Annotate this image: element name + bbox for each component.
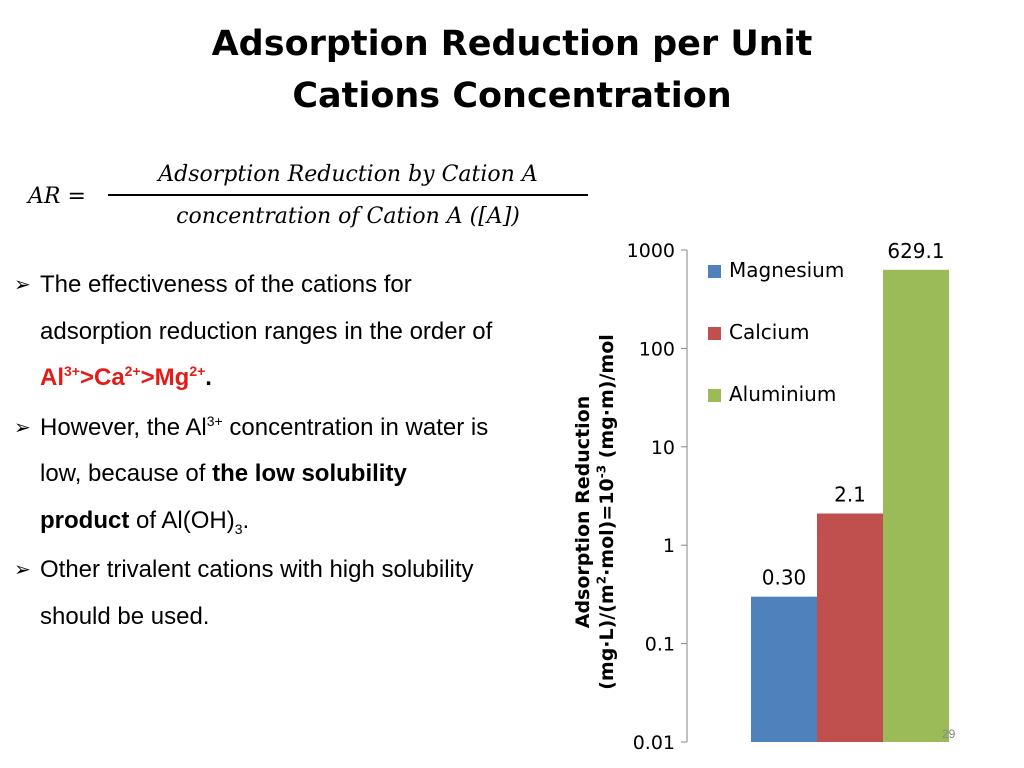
page-number: 29 [942, 727, 956, 741]
al-charge: 3+ [206, 412, 223, 429]
al-charge: 3+ [64, 363, 80, 379]
arrow-bullet-icon: ➢ [14, 416, 31, 439]
y-tick-label: 10 [651, 437, 675, 459]
period: . [205, 364, 212, 391]
bullet-text: concentration in water is low, because o… [40, 413, 489, 488]
y-tick-label: 1 [663, 535, 675, 557]
bullet-text: The effectiveness of the cations for ads… [40, 271, 493, 345]
y-tick-label: 0.1 [645, 634, 675, 656]
formula-fraction: Adsorption Reduction by Cation A concent… [108, 158, 588, 234]
bold-phrase: the low solubility product [40, 460, 407, 534]
legend-label: Aluminium [729, 382, 837, 406]
legend-label: Calcium [729, 320, 810, 344]
bullet-trivalent: ➢ Other trivalent cations with high solu… [14, 547, 494, 640]
bullet-text: of Al(OH) [129, 506, 235, 534]
y-tick-label: 100 [639, 338, 675, 360]
y-tick-label: 1000 [627, 240, 675, 262]
bar-aluminium [883, 269, 949, 742]
legend-swatch [708, 327, 721, 340]
fraction-bar [108, 194, 588, 196]
mg-text: >Mg [140, 364, 190, 391]
bullet-list: ➢ The effectiveness of the cations for a… [14, 262, 494, 643]
formula-numerator: Adsorption Reduction by Cation A [158, 162, 538, 187]
mg-charge: 2+ [189, 363, 206, 379]
bar-calcium [817, 513, 883, 742]
bar-chart: Adsorption Reduction (mg·L)/(m2·mol)=10-… [530, 228, 1010, 768]
arrow-bullet-icon: ➢ [14, 274, 31, 296]
legend-label: Magnesium [729, 258, 845, 282]
al-text: Al [40, 364, 64, 391]
ca-charge: 2+ [124, 363, 141, 379]
formula-lhs: AR = [28, 184, 86, 209]
title-line-2: Cations Concentration [292, 76, 732, 116]
cation-order: Al3+>Ca2+>Mg2+ [40, 364, 205, 391]
slide-title: Adsorption Reduction per Unit Cations Co… [0, 18, 1024, 122]
subscript: 3 [234, 520, 243, 537]
ca-text: >Ca [79, 364, 125, 391]
legend-swatch [708, 265, 721, 278]
bullet-text: However, the Al [40, 413, 207, 441]
data-label: 2.1 [834, 482, 866, 506]
bar-magnesium [751, 596, 817, 742]
y-tick-label: 0.01 [633, 732, 675, 754]
period: . [242, 506, 250, 534]
data-label: 0.30 [762, 566, 807, 590]
arrow-bullet-icon: ➢ [14, 559, 31, 581]
bullet-text: Other trivalent cations with high solubi… [40, 556, 474, 630]
legend-swatch [708, 389, 721, 402]
bullet-al-concentration: ➢ However, the Al3+ concentration in wat… [14, 405, 494, 545]
formula-denominator: concentration of Cation A ([A]) [176, 204, 520, 229]
chart-plot: 1000 100 10 1 0.1 0.01 0.30 2.1 629.1 [627, 239, 949, 754]
bullet-effectiveness: ➢ The effectiveness of the cations for a… [14, 262, 494, 402]
legend-item-aluminium: Aluminium [708, 382, 836, 406]
data-label: 629.1 [887, 239, 944, 263]
legend-item-calcium: Calcium [708, 320, 810, 344]
legend-item-magnesium: Magnesium [708, 258, 844, 282]
title-line-1: Adsorption Reduction per Unit [211, 24, 813, 64]
